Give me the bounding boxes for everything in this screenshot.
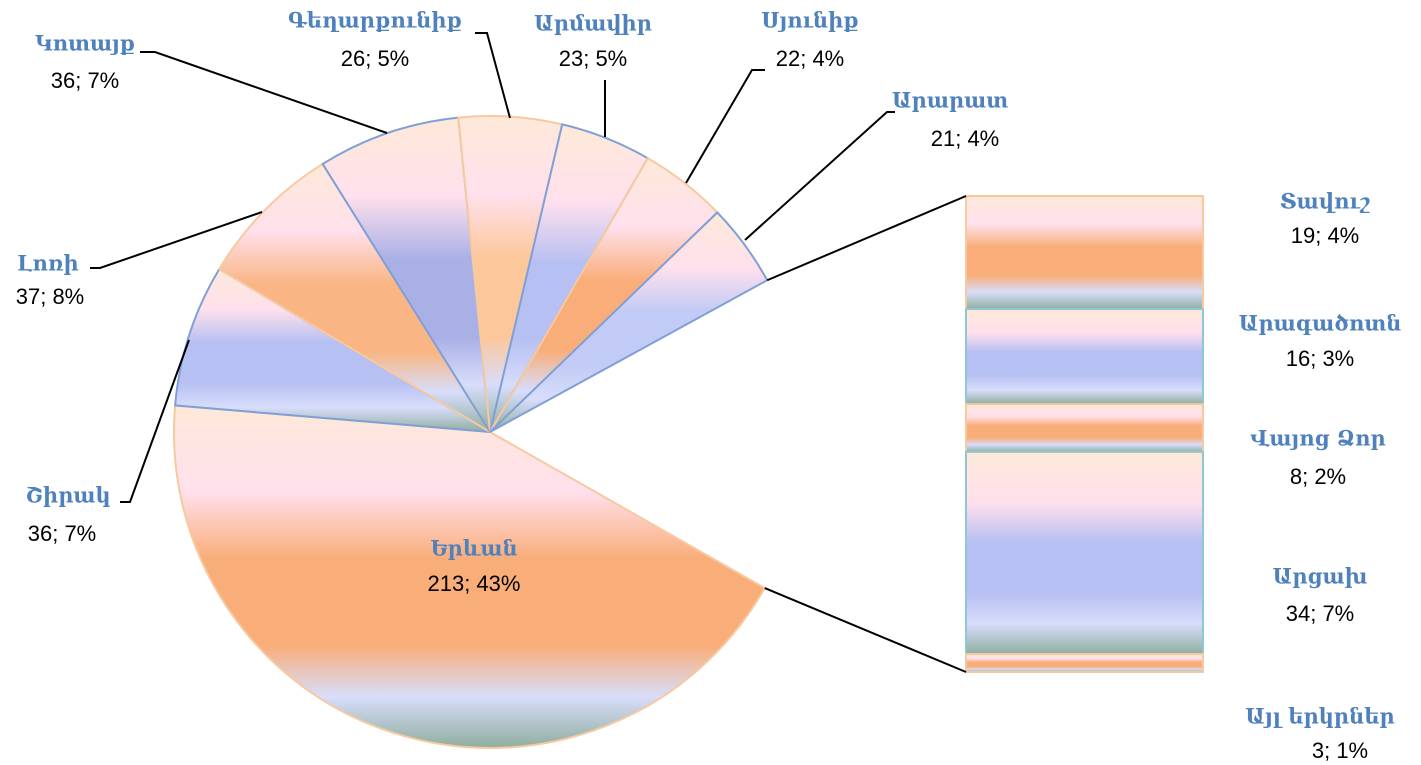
value-label: 213; 43% xyxy=(428,571,521,596)
pie-slice xyxy=(217,162,491,433)
value-label: 3; 1% xyxy=(1312,738,1368,763)
slice-label: Գեղարքունիք xyxy=(288,8,462,33)
pie-slice xyxy=(321,116,491,433)
bar-segment xyxy=(965,653,1204,674)
pie-slice xyxy=(173,404,767,749)
value-label: 8; 2% xyxy=(1290,464,1346,489)
value-label: 26; 5% xyxy=(341,46,410,71)
bar-segment xyxy=(965,308,1204,406)
bar-segment xyxy=(965,195,1204,311)
leader-line xyxy=(140,51,388,134)
value-label: 36; 7% xyxy=(28,521,97,546)
bar-label: Արագածոտն xyxy=(1239,311,1402,336)
slice-label: Արարատ xyxy=(892,88,1008,113)
pie-slice xyxy=(489,211,769,433)
value-label: 21; 4% xyxy=(931,126,1000,151)
slice-label: Սյունիք xyxy=(761,8,858,33)
slice-label: Արմավիր xyxy=(534,11,652,36)
value-label: 34; 7% xyxy=(1286,601,1355,626)
bar-segment xyxy=(965,403,1204,453)
slice-label: Կոտայք xyxy=(35,31,135,56)
value-label: 19; 4% xyxy=(1291,223,1360,248)
slice-label: Երևան xyxy=(430,536,517,561)
leader-line xyxy=(685,69,765,184)
slice-label: Լոռի xyxy=(17,251,78,276)
leader-line xyxy=(475,32,511,119)
bar-label: Տավուշ xyxy=(1280,189,1371,214)
value-label: 37; 8% xyxy=(16,284,85,309)
value-label: 36; 7% xyxy=(51,68,120,93)
value-label: 23; 5% xyxy=(559,46,628,71)
bar-label: Այլ երկրներ xyxy=(1245,704,1394,729)
bar-label: Արցախ xyxy=(1273,564,1368,589)
leader-line xyxy=(90,211,263,269)
leader-line xyxy=(744,111,895,241)
connector xyxy=(764,587,967,673)
pie-slice xyxy=(174,267,491,433)
value-label: 22; 4% xyxy=(776,46,845,71)
connector xyxy=(766,195,967,282)
slice-label: Շիրակ xyxy=(25,483,110,508)
bar-label: Վայոց Ձոր xyxy=(1250,426,1386,451)
leader-line xyxy=(120,339,190,503)
value-label: 16; 3% xyxy=(1286,346,1355,371)
bar-segment xyxy=(965,450,1204,656)
